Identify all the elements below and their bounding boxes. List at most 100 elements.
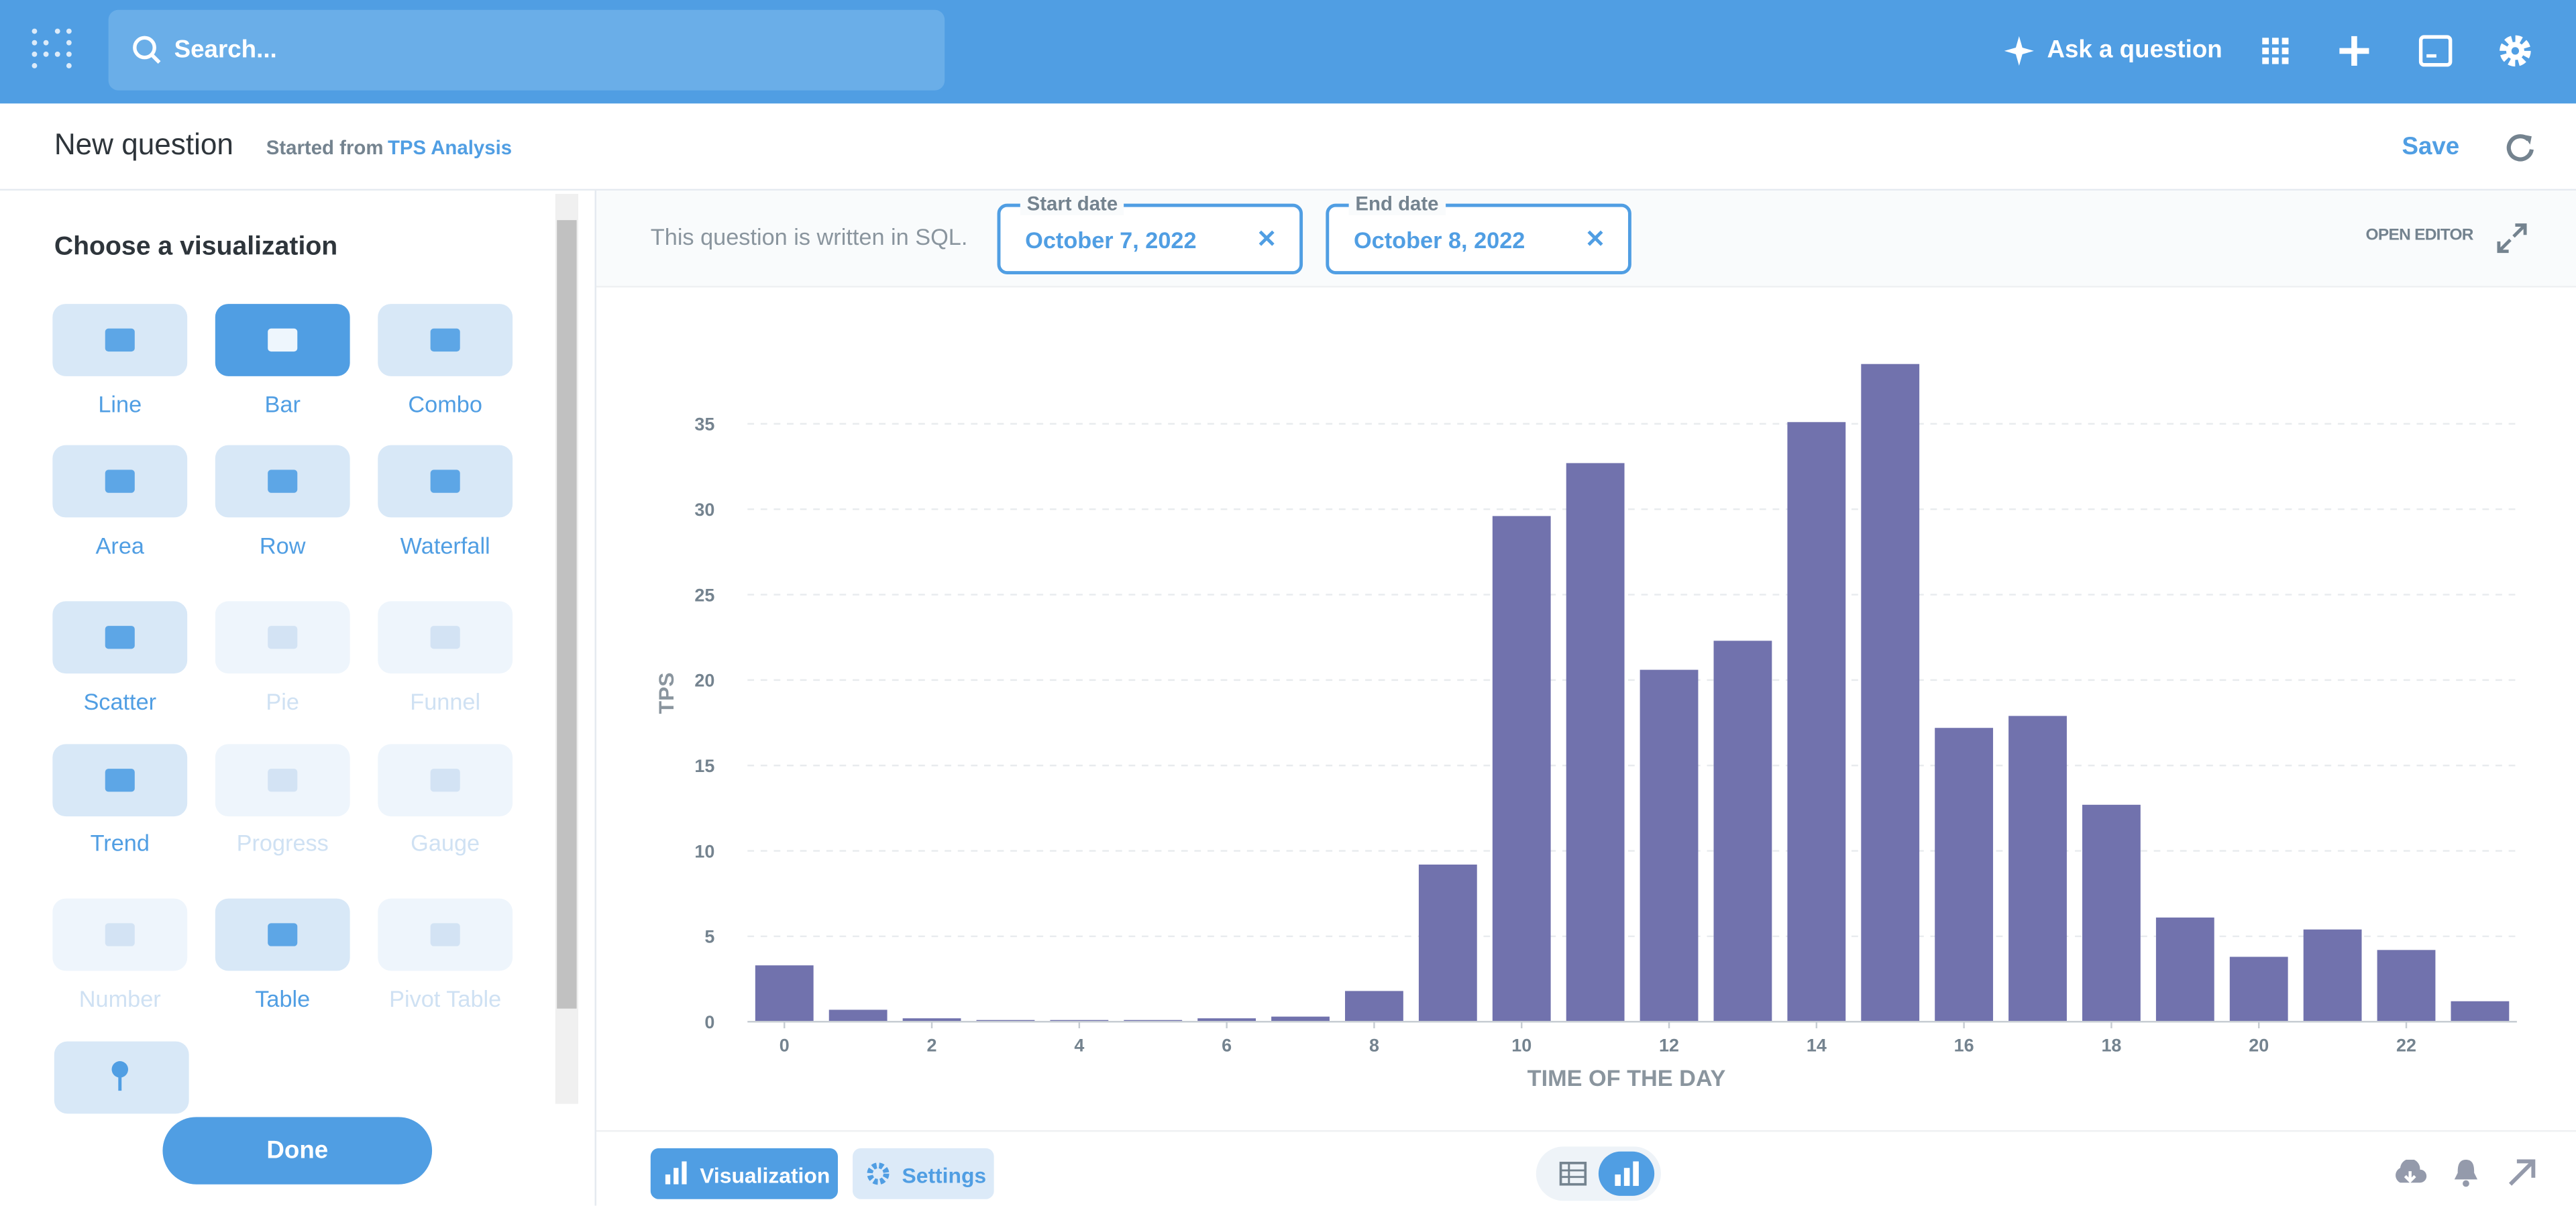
viz-icon [105,769,135,792]
viz-icon [268,769,298,792]
viz-icon [430,328,460,352]
bar [1050,1020,1109,1022]
scrollbar[interactable] [555,193,579,1104]
x-tick-label: 4 [1074,1035,1084,1055]
viz-tile[interactable] [215,445,350,518]
viz-label[interactable]: Scatter [83,688,157,715]
viz-label[interactable]: Pie [266,688,299,715]
question-title: New question [54,128,233,162]
viz-tile[interactable] [215,601,350,674]
filter-widget[interactable]: Start date October 7, 2022 [997,192,1303,274]
viz-label[interactable]: Bar [264,390,301,418]
nav-bar: Search... Ask a question [0,0,2576,104]
bar [2155,917,2214,1022]
viz-tile[interactable] [378,304,513,376]
viz-label[interactable]: Progress [236,829,329,856]
search-placeholder: Search... [174,36,277,64]
bar [1418,864,1477,1022]
save-button[interactable]: Save [2402,133,2460,162]
viz-icon [430,923,460,946]
viz-tile[interactable] [378,898,513,971]
visualization-button[interactable]: Visualization [650,1148,838,1199]
open-editor[interactable]: OPEN EDITOR [2365,226,2474,245]
apps-icon[interactable] [2261,36,2290,66]
x-tick-label: 12 [1659,1035,1679,1055]
gear-icon [867,1162,890,1185]
y-tick-label: 10 [694,841,714,861]
bar [2451,1001,2510,1022]
view-toggle[interactable] [1536,1146,1661,1201]
viz-label[interactable]: Line [98,390,142,418]
x-tick-label: 18 [2101,1035,2121,1055]
scroll-thumb[interactable] [557,220,577,1009]
filter-label: End date [1348,192,1446,215]
clear-icon[interactable] [1587,230,1603,246]
viz-label[interactable]: Pivot Table [389,985,502,1012]
source-link[interactable]: TPS Analysis [387,136,513,160]
logo [32,28,72,68]
bar [1640,669,1699,1022]
new-icon[interactable] [2336,33,2372,69]
table-view-icon[interactable] [1559,1161,1587,1186]
viz-label[interactable]: Table [255,985,311,1012]
viz-tile[interactable] [52,445,188,518]
sidebar: Choose a visualization Done Line Bar Combo… [0,190,596,1206]
sql-note: This question is written in SQL. [650,223,968,250]
viz-label[interactable]: Row [259,532,306,559]
viz-label[interactable]: Gauge [411,829,480,856]
refresh-icon[interactable] [2504,131,2536,164]
clear-icon[interactable] [1258,230,1275,246]
viz-tile[interactable] [215,304,350,376]
viz-tile[interactable] [378,601,513,674]
search-box[interactable]: Search... [108,9,945,91]
bar [755,965,814,1022]
bar [1787,422,1846,1022]
x-tick-label: 0 [780,1035,790,1055]
viz-label[interactable]: Combo [408,390,482,418]
settings-button[interactable]: Settings [853,1148,994,1199]
viz-tile[interactable] [54,1041,189,1114]
filter-widget[interactable]: End date October 8, 2022 [1326,192,1631,274]
bar [976,1020,1035,1022]
viz-tile[interactable] [215,744,350,817]
viz-label[interactable]: Trend [90,829,150,856]
ask-question[interactable]: Ask a question [2047,36,2222,64]
viz-icon [105,328,135,352]
alert-icon[interactable] [2453,1158,2479,1188]
bar [2229,956,2288,1022]
viz-tile[interactable] [378,445,513,518]
viz-icon [268,626,298,649]
settings-icon[interactable] [2497,33,2533,69]
filter-label: Start date [1020,192,1124,215]
viz-label[interactable]: Waterfall [400,532,490,559]
viz-tile[interactable] [378,744,513,817]
bar [1861,364,1920,1022]
bar [1566,463,1625,1022]
chart-view-icon [1615,1161,1639,1187]
viz-label[interactable]: Funnel [410,688,481,715]
viz-icon [430,470,460,493]
header: New question Started from TPS Analysis S… [0,103,2576,191]
viz-tile[interactable] [52,601,188,674]
expand-icon[interactable] [2496,222,2528,255]
share-icon[interactable] [2506,1156,2538,1189]
download-icon[interactable] [2392,1159,2428,1189]
viz-tile[interactable] [52,304,188,376]
y-tick-label: 15 [694,756,714,776]
bar [1271,1016,1330,1022]
sql-icon[interactable] [2418,34,2453,67]
bar [1345,991,1403,1022]
viz-icon [105,470,135,493]
viz-label[interactable]: Area [95,532,144,559]
viz-label[interactable]: Number [78,985,161,1012]
settings-label: Settings [902,1162,987,1188]
done-button[interactable]: Done [162,1117,433,1185]
bar [2082,804,2141,1022]
y-tick-label: 0 [704,1012,714,1032]
viz-tile[interactable] [52,744,188,817]
x-tick-label: 2 [927,1035,937,1055]
viz-tile[interactable] [215,898,350,971]
filter-value: October 7, 2022 [1025,226,1197,254]
viz-tile[interactable] [52,898,188,971]
